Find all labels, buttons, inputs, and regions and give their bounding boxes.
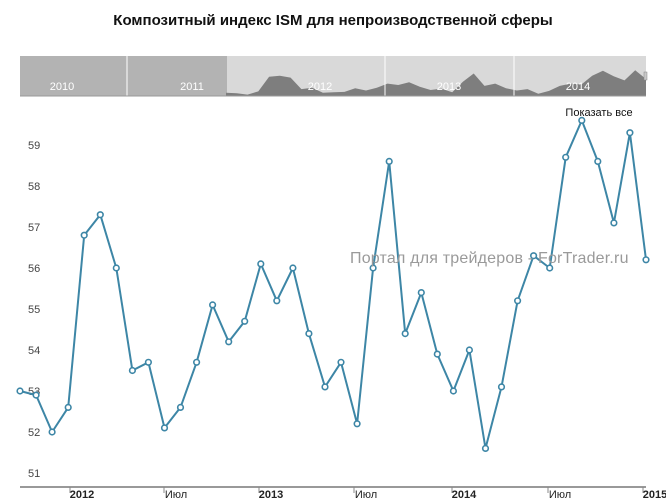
data-point: [337, 358, 345, 366]
data-point: [562, 153, 570, 161]
data-point: [369, 264, 377, 272]
y-tick-label: 55: [28, 304, 40, 316]
data-point: [176, 403, 185, 412]
data-point: [64, 403, 72, 412]
data-point: [465, 346, 474, 354]
data-point: [128, 366, 136, 375]
data-point: [594, 157, 602, 165]
data-point: [289, 264, 297, 272]
y-tick-label: 51: [28, 468, 40, 480]
data-point: [160, 424, 169, 432]
data-point: [96, 211, 104, 219]
data-point: [241, 317, 249, 325]
x-tick-label: 2014: [452, 489, 477, 500]
data-point: [48, 428, 56, 436]
navigator-label: 2011: [180, 81, 204, 93]
x-tick-label: Июл: [549, 489, 571, 500]
y-tick-label: 54: [28, 345, 40, 357]
navigator-label: 2010: [50, 81, 74, 93]
data-point: [610, 219, 618, 227]
navigator-label: 2014: [566, 81, 590, 93]
navigator-label: 2013: [437, 81, 461, 93]
x-tick-label: Июл: [355, 489, 377, 500]
data-point: [481, 444, 490, 453]
data-point: [321, 383, 329, 391]
reset-zoom-button[interactable]: Показать все: [565, 107, 633, 119]
x-tick-label: Июл: [165, 489, 187, 500]
data-point: [16, 387, 24, 395]
data-point: [112, 264, 120, 272]
data-point: [626, 129, 634, 137]
data-point: [305, 330, 313, 338]
data-point: [401, 330, 409, 338]
y-tick-label: 52: [28, 427, 40, 439]
data-point: [193, 358, 201, 366]
plot-area: [16, 116, 650, 453]
x-tick-label: 2012: [70, 489, 94, 500]
y-tick-label: 58: [28, 181, 40, 193]
navigator-label: 2012: [308, 81, 332, 93]
data-point: [385, 157, 393, 165]
data-point: [546, 264, 554, 272]
watermark: Портал для трейдеров - ForTrader.ru: [350, 250, 629, 267]
y-tick-label: 57: [28, 222, 40, 234]
data-point: [273, 297, 281, 305]
data-point: [257, 260, 265, 268]
navigator-area: [226, 70, 646, 96]
data-point: [32, 391, 40, 399]
x-tick-label: 2015: [643, 489, 666, 500]
navigator-mask: [20, 56, 227, 96]
x-tick-label: 2013: [259, 489, 283, 500]
data-point: [209, 301, 217, 309]
data-point: [497, 383, 506, 391]
series-line: [19, 119, 647, 450]
data-point: [80, 231, 88, 239]
data-point: [449, 387, 458, 395]
y-tick-label: 56: [28, 263, 40, 275]
data-point: [417, 289, 425, 297]
chart-title: Композитный индекс ISM для непроизводств…: [113, 12, 553, 29]
navigator-handle: [643, 71, 648, 81]
data-point: [513, 297, 522, 305]
data-point: [578, 116, 586, 124]
data-point: [144, 358, 152, 366]
range-navigator[interactable]: 2010 2011 2012 2013 2014: [20, 56, 648, 97]
data-point: [642, 256, 650, 264]
data-point: [529, 252, 538, 260]
y-tick-label: 59: [28, 140, 40, 152]
data-point: [225, 338, 233, 346]
data-point: [433, 350, 441, 358]
data-point: [353, 420, 361, 428]
